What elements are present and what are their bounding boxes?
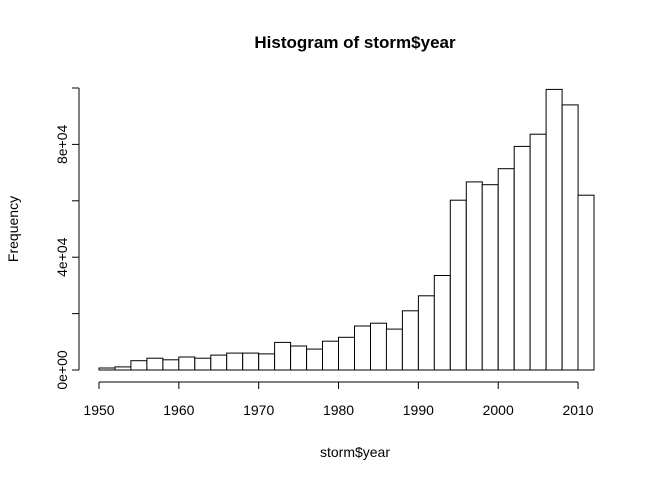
x-tick-label: 1990 [403, 402, 434, 418]
y-tick-label: 8e+04 [54, 125, 70, 165]
y-tick-label: 0e+00 [54, 350, 70, 390]
histogram-bar-1988 [401, 310, 419, 371]
histogram-bar-1978 [322, 340, 339, 371]
chart-title: Histogram of storm$year [254, 33, 456, 52]
y-axis-label: Frequency [5, 196, 21, 262]
x-tick-label: 1970 [243, 402, 274, 418]
histogram-bar-1996 [465, 181, 483, 371]
x-axis: 1950 1960 1970 1980 1990 2000 2010 [83, 381, 594, 418]
x-tick-label: 1950 [83, 402, 114, 418]
histogram-bar-1998 [481, 184, 499, 371]
histogram-bar-1994 [449, 199, 467, 371]
histogram-bar-1986 [385, 328, 403, 371]
x-tick-label: 1960 [163, 402, 194, 418]
histogram-bar-2010 [577, 194, 595, 371]
histogram-bar-1954 [130, 360, 148, 371]
y-axis: 0e+00 4e+04 8e+04 [54, 87, 80, 390]
histogram-bar-1958 [162, 359, 180, 371]
histogram-bar-2006 [545, 88, 563, 371]
histogram-bar-2008 [561, 104, 579, 371]
x-axis-label: storm$year [320, 444, 390, 460]
histogram-bar-1964 [210, 354, 228, 371]
histogram-bar-1990 [417, 295, 435, 371]
x-tick-label: 2010 [562, 402, 593, 418]
histogram-bar-1952 [114, 366, 132, 371]
histogram-bar-1984 [370, 322, 387, 371]
histogram-bar-1960 [178, 356, 196, 371]
histogram-bar-1980 [338, 336, 355, 371]
histogram-bar-1950 [98, 367, 116, 371]
histogram-bar-1992 [433, 275, 451, 371]
y-tick-label: 4e+04 [54, 237, 70, 277]
histogram-bar-1962 [194, 357, 212, 371]
histogram-bar-1956 [146, 357, 164, 371]
x-tick-label: 2000 [483, 402, 514, 418]
bars-group [98, 88, 595, 371]
histogram-bar-2000 [497, 168, 515, 371]
histogram-bar-1982 [354, 325, 371, 371]
histogram-bar-2004 [529, 133, 547, 371]
x-tick-label: 1980 [323, 402, 354, 418]
histogram-bar-1970 [258, 353, 276, 371]
histogram-bar-1974 [290, 345, 308, 371]
histogram-bar-1968 [242, 352, 260, 371]
histogram-bar-2002 [513, 145, 531, 371]
histogram-bar-1972 [274, 341, 292, 371]
histogram-bar-1966 [226, 352, 244, 371]
histogram-bar-1976 [306, 348, 324, 371]
